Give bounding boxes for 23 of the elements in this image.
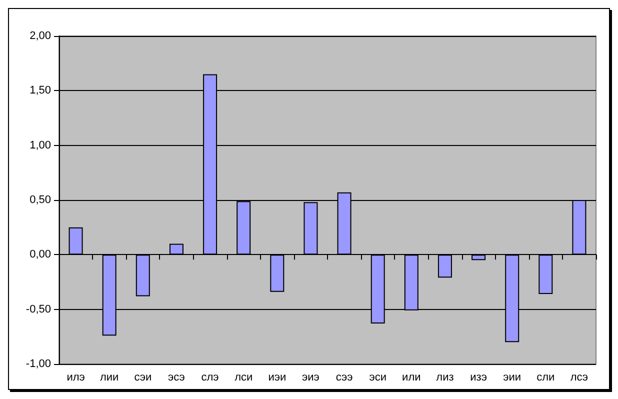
x-tick-label: эиэ bbox=[302, 372, 320, 384]
x-tick-label: иэи bbox=[268, 372, 286, 384]
y-tick-label: 2,00 bbox=[30, 30, 51, 42]
x-tick-label: эии bbox=[503, 372, 522, 384]
y-tick-label: -0,50 bbox=[26, 303, 51, 316]
x-tick-label: или bbox=[402, 372, 421, 384]
x-tick-label: илэ bbox=[66, 372, 86, 384]
x-tick-label: лиз bbox=[436, 372, 454, 384]
y-tick-label: 1,00 bbox=[30, 139, 51, 152]
y-tick-label: -1,00 bbox=[26, 358, 51, 370]
x-tick-label: лсэ bbox=[570, 372, 588, 384]
x-tick-label: изэ bbox=[470, 372, 488, 384]
x-tick-label: эсэ bbox=[168, 372, 186, 384]
x-tick-label: лси bbox=[234, 372, 253, 384]
x-tick-label: эси bbox=[369, 372, 386, 384]
x-tick-label: сли bbox=[536, 372, 555, 384]
y-tick-label: 1,50 bbox=[30, 84, 51, 97]
x-tick-label: слэ bbox=[201, 372, 220, 384]
y-tick-label: 0,50 bbox=[30, 194, 51, 206]
y-tick-label: 0,00 bbox=[30, 248, 51, 261]
x-tick-label: сээ bbox=[336, 372, 354, 384]
x-tick-label: лии bbox=[100, 372, 119, 384]
x-tick-label: сэи bbox=[134, 372, 152, 384]
